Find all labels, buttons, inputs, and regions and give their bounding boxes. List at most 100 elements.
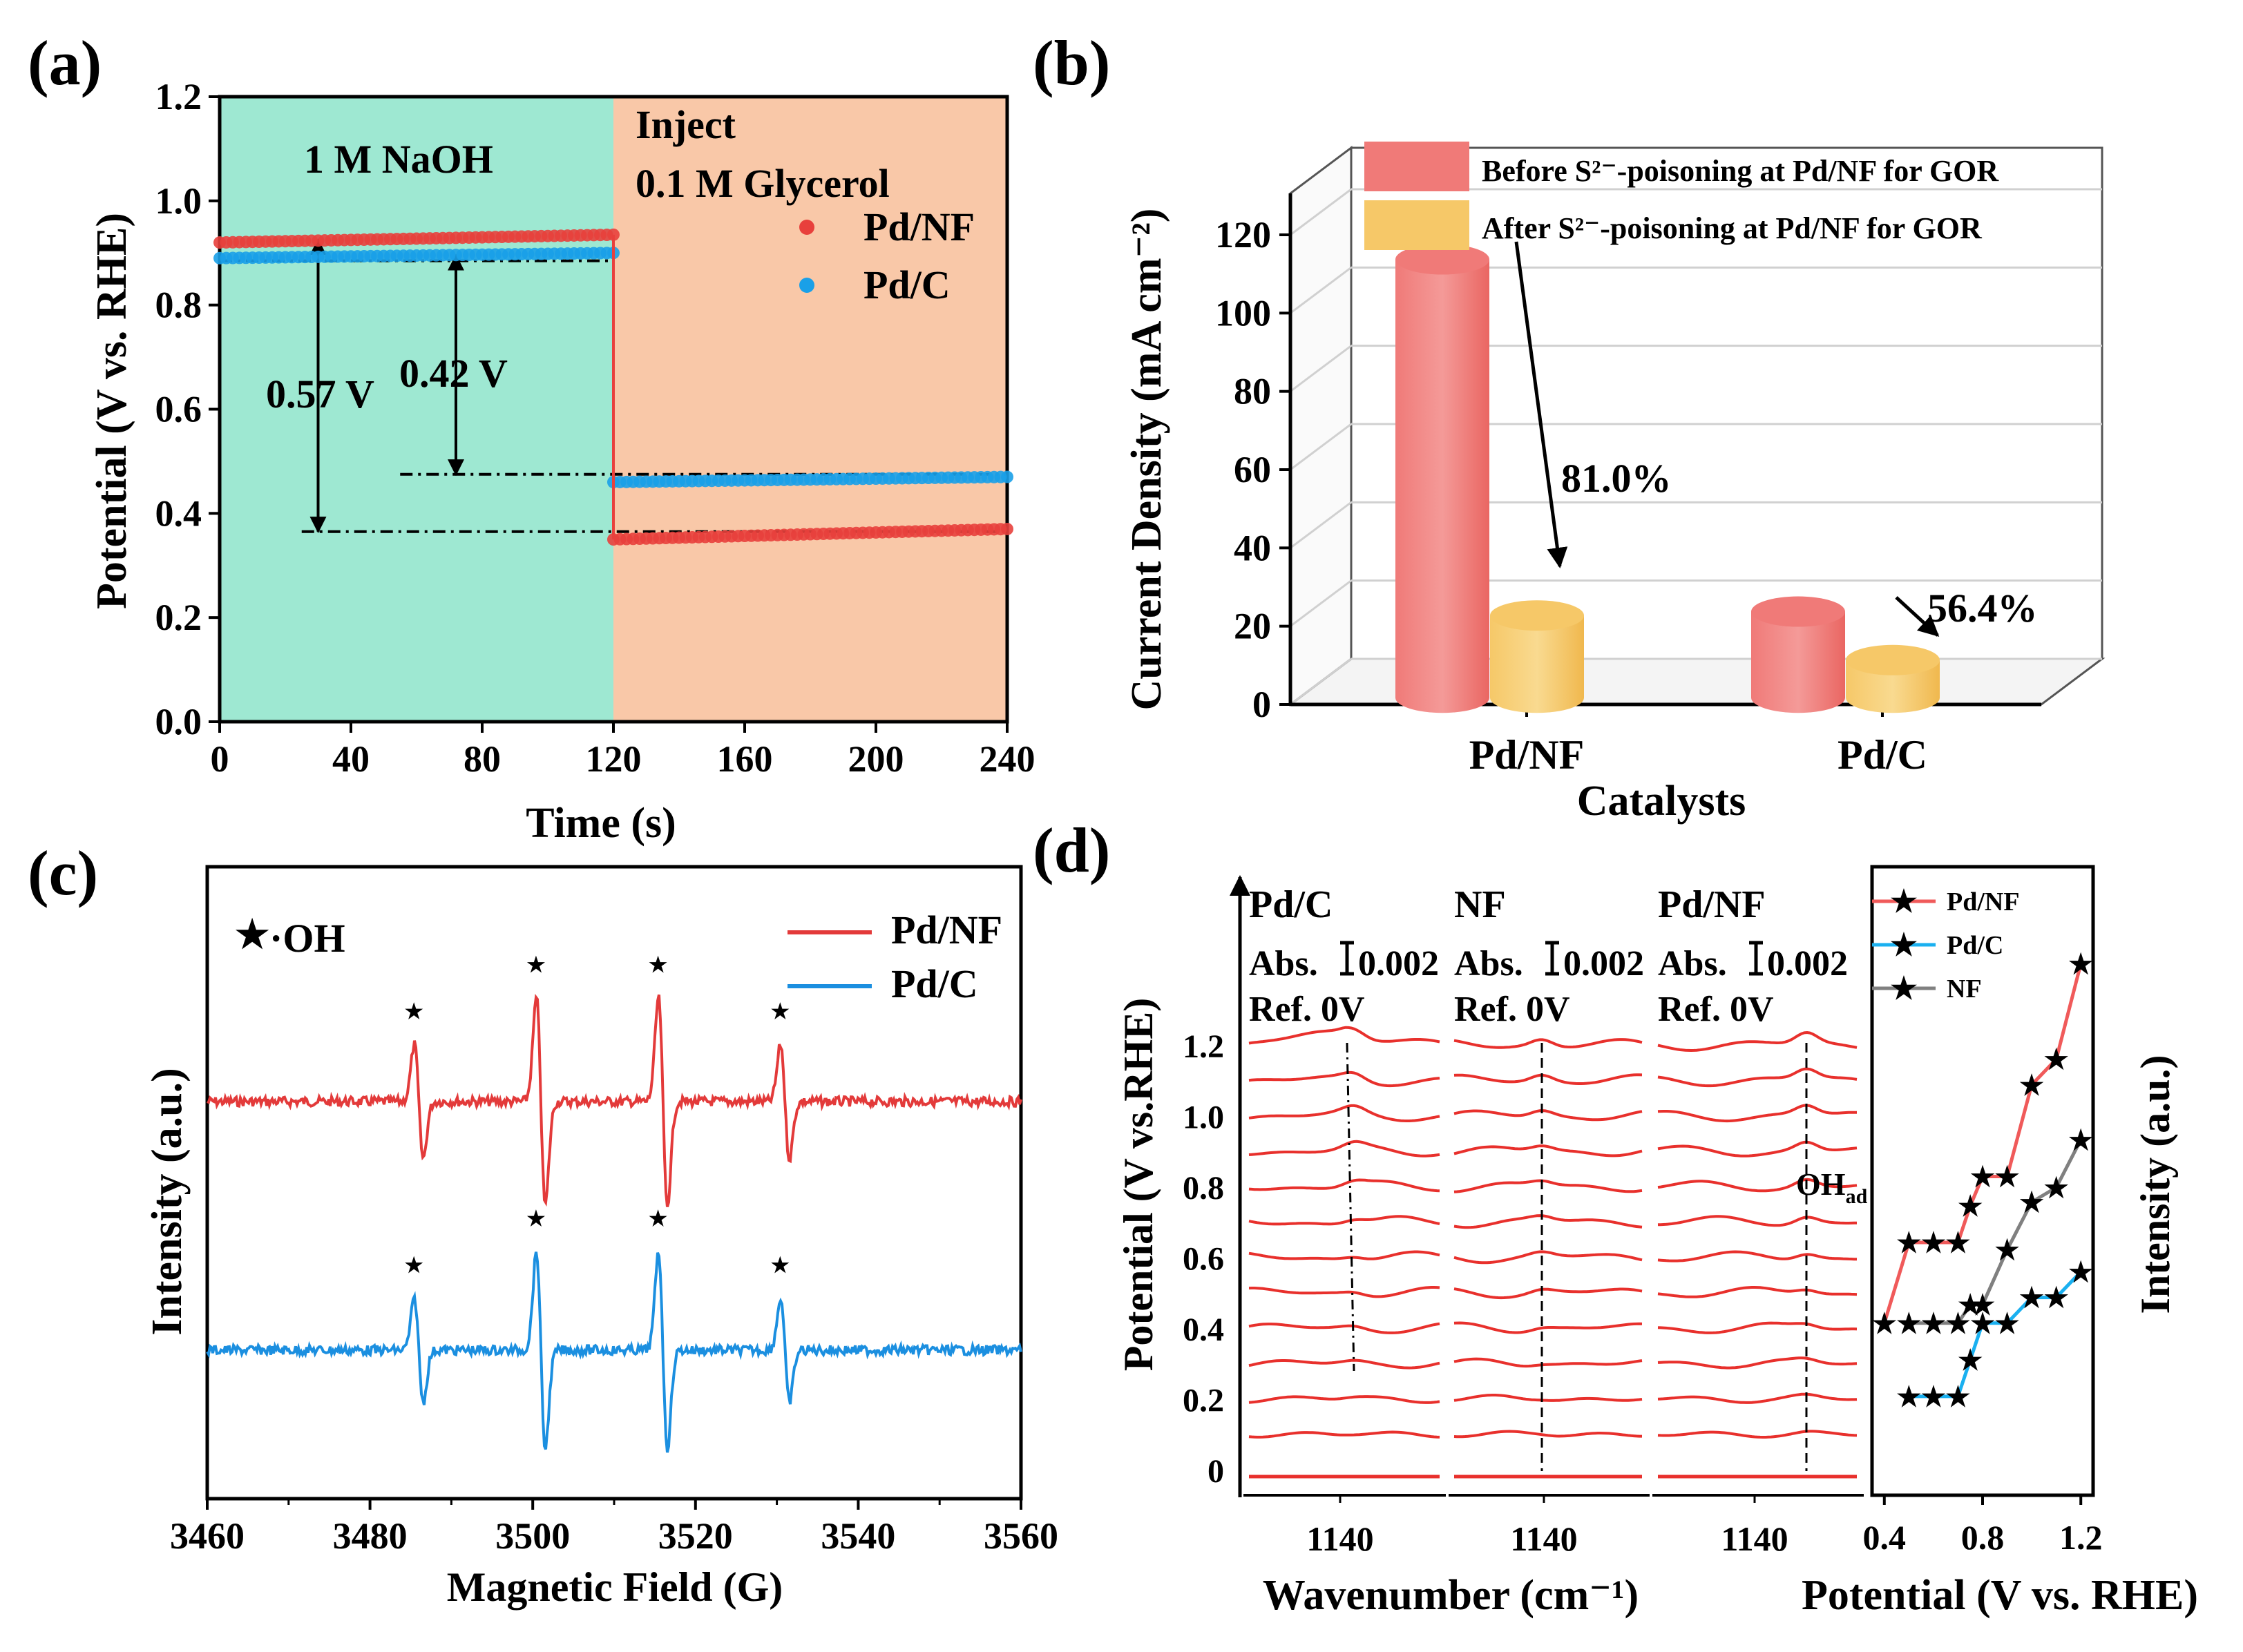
legend-d-pdc-marker: ★	[1890, 928, 1917, 962]
legend-b-before-swatch	[1364, 142, 1469, 191]
plot-d-subpanel-headers: Pd/C Abs. 0.002 Ref. 0V NF Abs. 0.002 Ref. 0V Pd…	[1249, 883, 1848, 1029]
y-tick-label-a: 0.4	[155, 492, 202, 534]
category-pdnf: Pd/NF	[1469, 732, 1585, 778]
plot-a-ticks: 0 40 80 120 160 200 240 0.0 0.2 0.4 0.6 0.8 1.0 1.2	[155, 76, 1035, 780]
legend-d-right: ★ Pd/NF ★ Pd/C ★ NF	[1872, 885, 2020, 1006]
y-tick-label-d: 1.2	[1183, 1028, 1224, 1065]
trend-line-pdnf	[1882, 963, 2083, 1324]
x-tick-label-c: 3500	[495, 1515, 570, 1557]
x-tick-label-d: 1140	[1306, 1519, 1373, 1558]
x-tick-label-c: 3540	[821, 1515, 895, 1557]
spectrum-trace	[1657, 1430, 1858, 1439]
y-tick-label-d: 0.6	[1183, 1241, 1224, 1278]
y-tick-label-a: 0.8	[155, 285, 202, 326]
spectrum-trace	[1453, 1214, 1643, 1229]
panel-c-label: (c)	[28, 838, 98, 908]
spectrum-trace	[1248, 1140, 1440, 1158]
x-tick-label-d: 1140	[1721, 1519, 1788, 1558]
scale-value: 0.002	[1358, 944, 1439, 983]
y-tick-label-a: 0.2	[155, 597, 202, 638]
x-axis-label-a: Time (s)	[526, 800, 676, 847]
bar-before-pdnf-top	[1395, 244, 1489, 275]
legend-b-after: After S²⁻-poisoning at Pd/NF for GOR	[1482, 211, 1983, 245]
x-tick-label-a: 40	[332, 738, 370, 780]
legend-d-pdnf: Pd/NF	[1947, 887, 2020, 916]
plot-b-bars	[1395, 244, 1940, 713]
y-tick-label-b: 0	[1252, 684, 1271, 725]
data-point-pdnf	[1001, 522, 1013, 535]
spectrum-trace	[1657, 1215, 1858, 1227]
x-tick-label-a: 160	[717, 738, 773, 780]
trend-point-pdc: ★	[1970, 1308, 1995, 1339]
spectrum-trace	[1657, 1321, 1858, 1334]
epr-trace-pdnf	[207, 994, 1022, 1207]
bar-after-pdc-top	[1846, 644, 1940, 675]
annotation-057: 0.57 V	[266, 372, 374, 416]
legend-a-pdnf-marker	[799, 220, 814, 235]
spectrum-trace	[1248, 1070, 1440, 1088]
y-tick-label-a: 0.0	[155, 701, 202, 742]
spectrum-trace	[1453, 1287, 1643, 1300]
trend-point-nf: ★	[1921, 1308, 1946, 1339]
category-pdc: Pd/C	[1838, 732, 1927, 778]
oh-label: ·OH	[269, 916, 345, 961]
trend-point-pdc: ★	[2044, 1283, 2069, 1314]
trend-line-nf	[1909, 1139, 2083, 1325]
trend-point-pdnf: ★	[1946, 1227, 1971, 1258]
trend-point-nf: ★	[1995, 1235, 2020, 1266]
plot-a-series	[213, 228, 1013, 546]
x-axis-label-d-right: Potential (V vs. RHE)	[1802, 1572, 2198, 1619]
trend-point-pdnf: ★	[1958, 1191, 1983, 1222]
trend-point-pdnf: ★	[2068, 949, 2093, 980]
oh-star-icon: ★	[235, 914, 269, 957]
trend-point-pdc: ★	[1958, 1345, 1983, 1376]
naoh-label: 1 M NaOH	[304, 137, 493, 182]
trend-point-pdc: ★	[1995, 1308, 2020, 1339]
x-tick-label-c: 3560	[984, 1515, 1058, 1557]
x-tick-label-d-right: 0.8	[1961, 1518, 2005, 1557]
x-tick-label-a: 240	[980, 738, 1035, 780]
spectrum-trace	[1453, 1394, 1643, 1402]
panel-a: (a) 0 40 80 120 160 200 240 0.0 0.2 0.4 0.6 0.8 1.0 1…	[28, 28, 1035, 847]
spectrum-trace	[1657, 1140, 1858, 1158]
spectrum-trace	[1453, 1430, 1642, 1439]
legend-a-pdc-marker	[799, 278, 814, 293]
y-axis-label-a: Potential (V vs. RHE)	[88, 213, 135, 609]
spectrum-trace	[1248, 1430, 1440, 1439]
bar-before-pdc	[1751, 611, 1845, 713]
gridline-side-b	[1290, 501, 1352, 549]
spectrum-trace	[1248, 1322, 1440, 1334]
gridline-side-b	[1290, 579, 1352, 627]
y-axis-label-c: Intensity (a.u.)	[144, 1068, 191, 1336]
bar-before-pdnf	[1395, 259, 1489, 713]
arrow-564	[1895, 596, 1940, 637]
spectrum-trace	[1453, 1250, 1643, 1265]
gridline-side-b	[1290, 267, 1352, 314]
x-tick-label-c: 3460	[170, 1515, 245, 1557]
glycerol-region	[613, 97, 1007, 722]
data-point-pdc	[1001, 470, 1013, 483]
subpanel-title: Pd/NF	[1658, 883, 1766, 926]
spectrum-trace	[1248, 1215, 1440, 1226]
scale-value: 0.002	[1767, 944, 1848, 983]
x-tick-label-d-right: 0.4	[1863, 1518, 1907, 1557]
x-axis-label-d-left: Wavenumber (cm⁻¹)	[1263, 1572, 1639, 1619]
spectrum-trace	[1248, 1026, 1440, 1045]
peak-guide-line	[1346, 1042, 1355, 1372]
trend-point-pdnf: ★	[1921, 1227, 1946, 1258]
arrow-81	[1514, 241, 1568, 568]
legend-b-after-swatch	[1364, 200, 1469, 250]
plot-c-ticks: 3460 3480 3500 3520 3540 3560	[170, 1499, 1058, 1557]
spectrum-trace	[1657, 1104, 1857, 1123]
trend-point-pdnf: ★	[1896, 1227, 1921, 1258]
trend-point-pdc: ★	[1896, 1381, 1921, 1412]
spectrum-trace	[1248, 1286, 1440, 1298]
spectrum-trace	[1453, 1179, 1643, 1193]
spectrum-trace	[1657, 1356, 1858, 1370]
panel-c: (c) 3460 3480 3500 3520 3540 3560 ★★ ★★★★ ★★ ★ …	[28, 838, 1058, 1610]
x-axis-label-c: Magnetic Field (G)	[447, 1564, 783, 1610]
x-tick-label-a: 120	[586, 738, 642, 780]
legend-d-nf: NF	[1947, 974, 1982, 1003]
trend-point-nf: ★	[1946, 1308, 1971, 1339]
